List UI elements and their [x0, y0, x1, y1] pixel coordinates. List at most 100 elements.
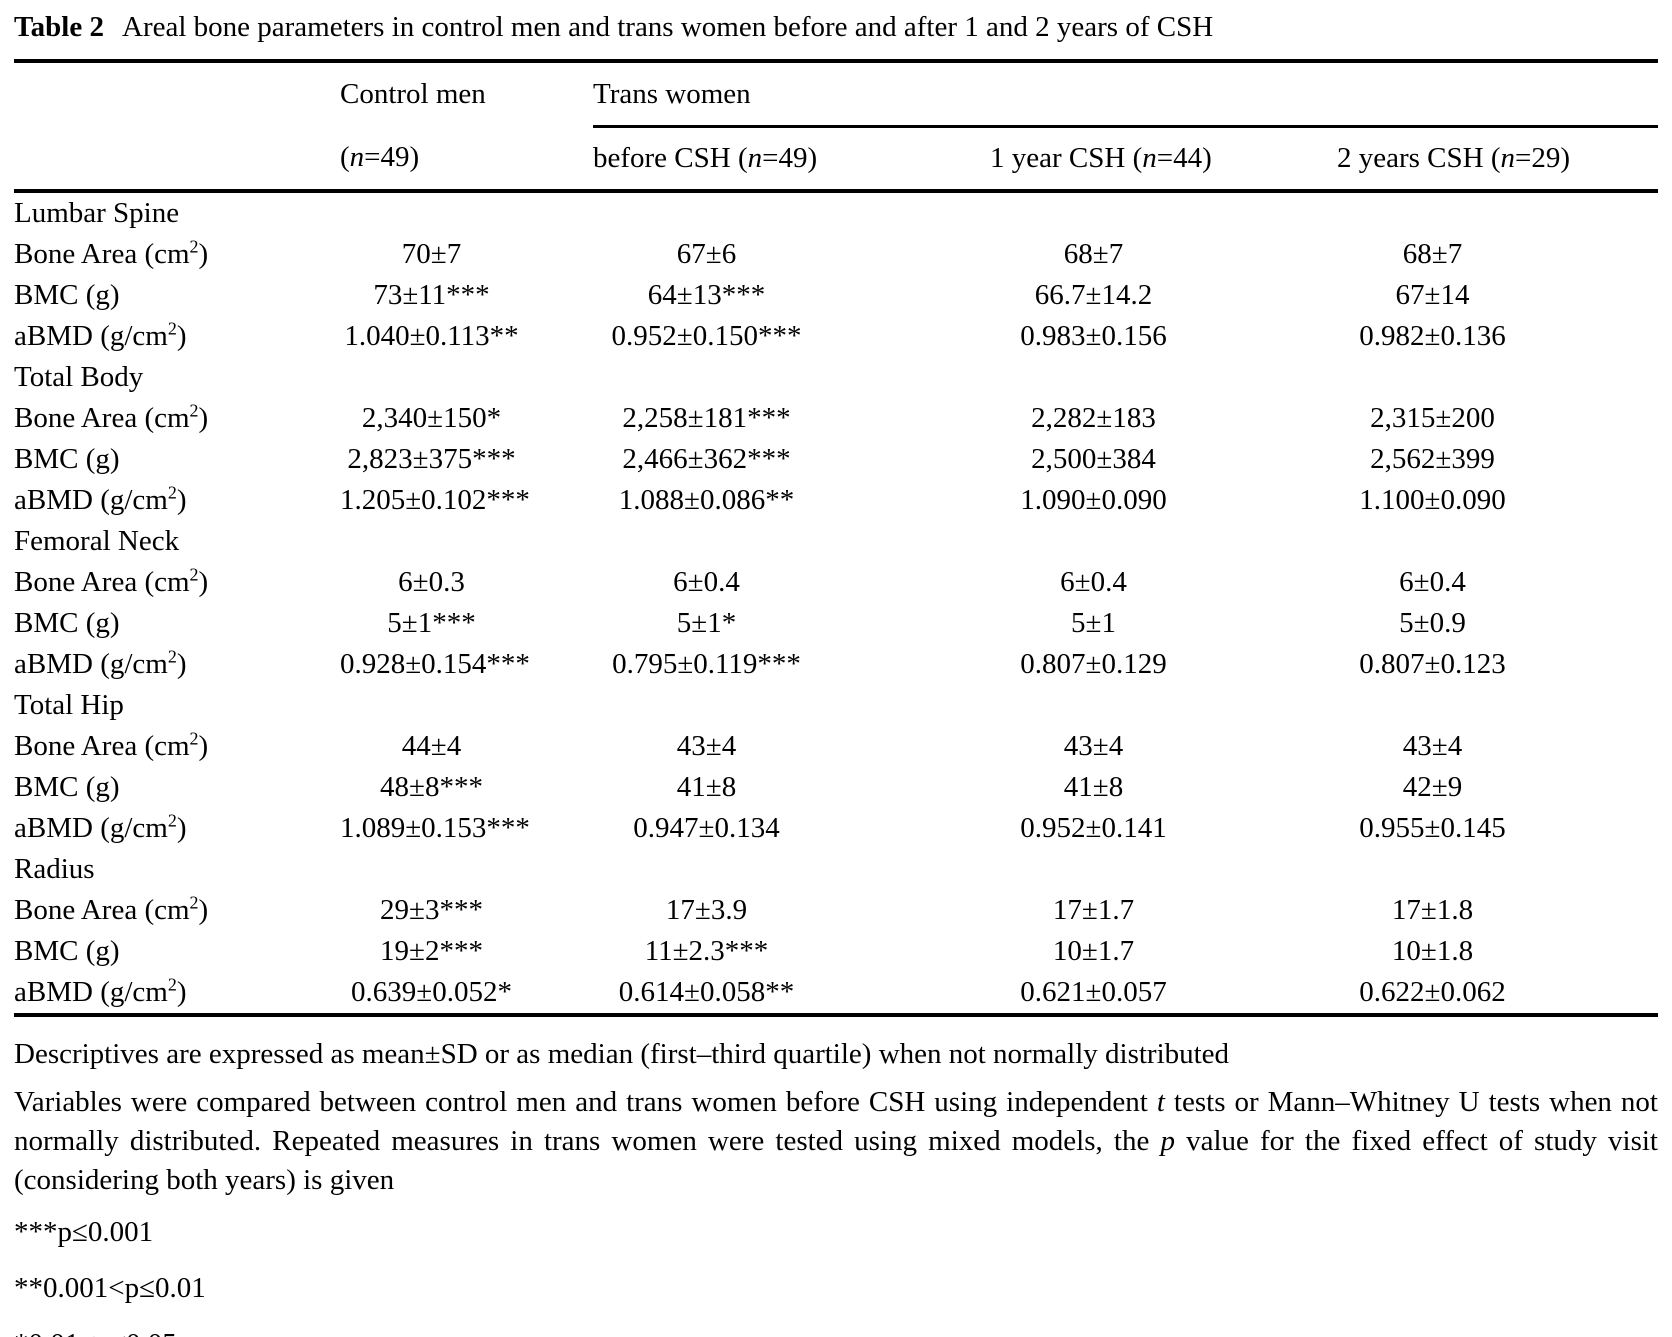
footnote-methods-italic-p: p — [1160, 1125, 1175, 1157]
subheader-text: 1 year CSH ( — [990, 142, 1143, 174]
row-label-superscript: 2 — [189, 564, 199, 585]
section-row: Total Body — [14, 357, 1658, 398]
footnotes: Descriptives are expressed as mean±SD or… — [14, 1035, 1658, 1337]
data-cell: 0.952±0.150*** — [611, 320, 802, 352]
row-label: aBMD (g/cm2) — [14, 644, 340, 685]
data-cell: 17±1.7 — [1052, 894, 1135, 926]
table-caption: Table 2 Areal bone parameters in control … — [14, 10, 1658, 44]
footnote-methods-text: value for the fixed effect of study visi… — [14, 1125, 1658, 1196]
data-cell: 1.040±0.113** — [344, 320, 519, 352]
row-label-text: BMC (g) — [14, 935, 120, 967]
data-cell: 68±7 — [1063, 238, 1124, 270]
data-cell: 10±1.7 — [1052, 935, 1135, 967]
row-label: aBMD (g/cm2) — [14, 972, 340, 1015]
row-label: BMC (g) — [14, 603, 340, 644]
data-cell: 66.7±14.2 — [1034, 279, 1153, 311]
data-cell: 64±13*** — [647, 279, 766, 311]
row-label-text: BMC (g) — [14, 279, 120, 311]
table-row: BMC (g) 73±11*** 64±13*** 66.7±14.2 67±14 — [14, 275, 1658, 316]
table-header: Control men Trans women (n=49) before CS… — [14, 61, 1658, 193]
subheader-text: =44) — [1156, 142, 1212, 174]
data-cell: 43±4 — [1063, 730, 1124, 762]
row-label: Bone Area (cm2) — [14, 234, 340, 275]
column-group-trans-women: Trans women — [593, 61, 1658, 128]
data-cell: 2,562±399 — [1370, 443, 1495, 475]
data-cell: 5±1*** — [387, 607, 476, 639]
data-cell: 0.639±0.052* — [351, 976, 512, 1008]
row-label-superscript: 2 — [167, 482, 177, 503]
row-label: BMC (g) — [14, 931, 340, 972]
subheader-italic-n: n — [349, 141, 365, 174]
data-cell: 5±0.9 — [1399, 607, 1466, 639]
subheader-text: =49) — [762, 142, 818, 174]
row-label-text: ) — [176, 976, 187, 1008]
row-label: BMC (g) — [14, 439, 340, 480]
row-label-text: Bone Area (cm — [14, 402, 190, 434]
data-cell: 2,258±181*** — [622, 402, 791, 434]
data-cell: 2,282±183 — [1031, 402, 1156, 434]
data-cell: 10±1.8 — [1391, 935, 1474, 967]
data-cell: 67±14 — [1395, 279, 1470, 311]
data-cell: 1.090±0.090 — [1020, 484, 1167, 516]
data-cell: 43±4 — [1402, 730, 1463, 762]
row-label-text: ) — [176, 484, 187, 516]
section-row: Lumbar Spine — [14, 191, 1658, 234]
data-cell: 2,340±150* — [361, 402, 502, 434]
row-label-text: ) — [198, 402, 209, 434]
row-label-superscript: 2 — [167, 810, 177, 831]
group-header-empty-cell — [14, 61, 340, 127]
data-cell: 5±1* — [676, 607, 737, 639]
table-body: Lumbar Spine Bone Area (cm2) 70±7 67±6 68±7 6… — [14, 191, 1658, 1015]
data-cell: 70±7 — [401, 238, 462, 270]
subheader-text: 2 years CSH ( — [1337, 142, 1501, 174]
row-label-superscript: 2 — [189, 728, 199, 749]
data-cell: 41±8 — [1063, 771, 1124, 803]
row-label-superscript: 2 — [167, 646, 177, 667]
data-cell: 0.983±0.156 — [1020, 320, 1167, 352]
table-row: Bone Area (cm2) 29±3*** 17±3.9 17±1.7 17±1.8 — [14, 890, 1658, 931]
row-label-superscript: 2 — [189, 400, 199, 421]
data-cell: 0.928±0.154*** — [340, 648, 530, 680]
data-cell: 0.947±0.134 — [633, 812, 780, 844]
table-row: Bone Area (cm2) 2,340±150* 2,258±181*** 2,2… — [14, 398, 1658, 439]
row-label-text: ) — [176, 320, 187, 352]
data-cell: 0.614±0.058** — [618, 976, 795, 1008]
row-label-text: ) — [198, 238, 209, 270]
data-cell: 0.807±0.129 — [1020, 648, 1167, 680]
row-label: aBMD (g/cm2) — [14, 316, 340, 357]
subheader-text: before CSH ( — [593, 142, 748, 174]
row-label-text: aBMD (g/cm — [14, 812, 168, 844]
data-cell: 2,466±362*** — [622, 443, 791, 475]
data-cell: 44±4 — [401, 730, 462, 762]
data-cell: 41±8 — [676, 771, 737, 803]
row-label-superscript: 2 — [167, 974, 177, 995]
row-label-text: aBMD (g/cm — [14, 484, 168, 516]
table-row: Bone Area (cm2) 6±0.3 6±0.4 6±0.4 6±0.4 — [14, 562, 1658, 603]
bone-parameters-table: Control men Trans women (n=49) before CS… — [14, 59, 1658, 1017]
data-cell: 1.089±0.153*** — [340, 812, 530, 844]
data-cell: 6±0.4 — [673, 566, 740, 598]
data-cell: 5±1 — [1071, 607, 1116, 639]
data-cell: 43±4 — [676, 730, 737, 762]
data-cell: 42±9 — [1402, 771, 1463, 803]
data-cell: 67±6 — [676, 238, 737, 270]
row-label-text: BMC (g) — [14, 443, 120, 475]
footnote-methods-text: Variables were compared between control … — [14, 1086, 1157, 1118]
row-label-text: ) — [198, 566, 209, 598]
data-cell: 0.795±0.119*** — [612, 648, 801, 680]
row-label: aBMD (g/cm2) — [14, 480, 340, 521]
table-row: aBMD (g/cm2) 1.089±0.153*** 0.947±0.134 0.9… — [14, 808, 1658, 849]
data-cell: 73±11*** — [373, 279, 490, 311]
subheader-text: =49) — [364, 141, 420, 174]
footnote-descriptives: Descriptives are expressed as mean±SD or… — [14, 1038, 1230, 1070]
data-cell: 0.955±0.145 — [1359, 812, 1506, 844]
footnote-significance-1-star: *0.01<p≤0.05 — [14, 1321, 1658, 1337]
data-cell: 29±3*** — [380, 894, 483, 926]
row-label: Bone Area (cm2) — [14, 890, 340, 931]
subheader-text: ( — [340, 141, 350, 174]
row-label-text: ) — [198, 894, 209, 926]
data-cell: 0.807±0.123 — [1359, 648, 1506, 680]
data-cell: 1.088±0.086** — [618, 484, 795, 516]
row-label-text: Bone Area (cm — [14, 894, 190, 926]
